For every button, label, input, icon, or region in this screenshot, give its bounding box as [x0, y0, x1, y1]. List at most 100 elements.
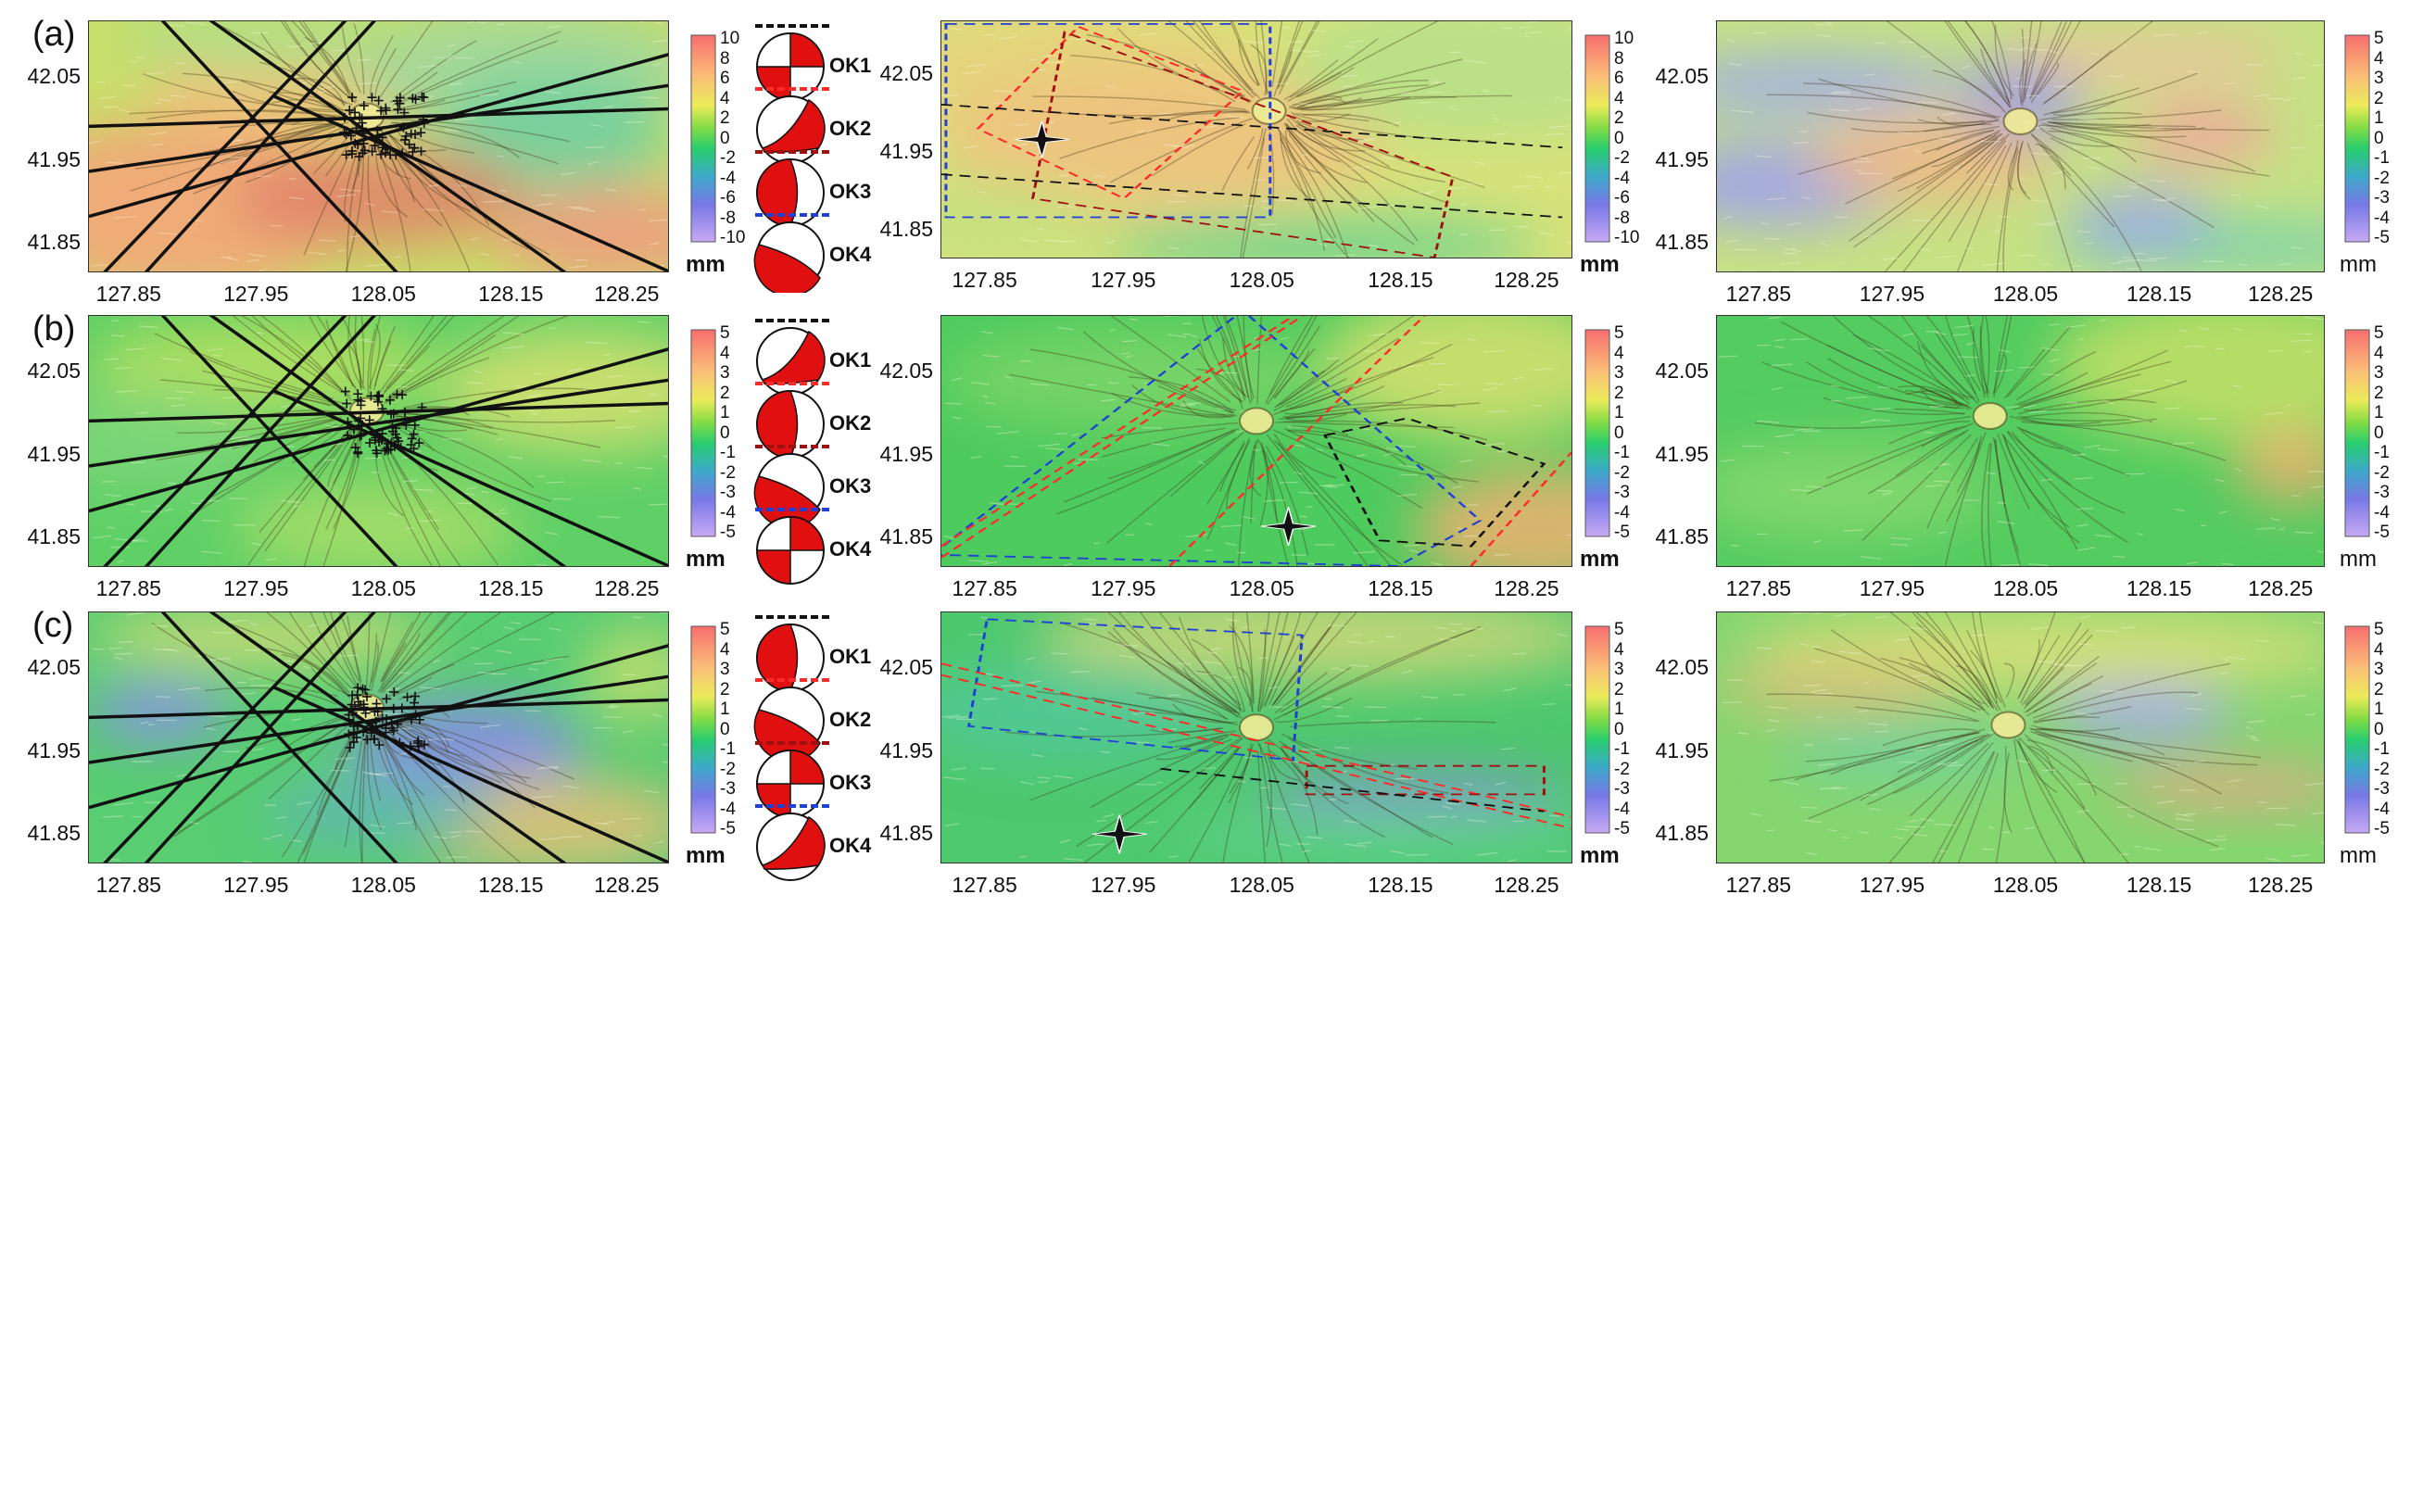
epicenter-marker — [413, 736, 423, 746]
colorbar-tick-label: 2 — [2374, 88, 2384, 108]
epicenter-marker — [341, 130, 351, 140]
epicenter-marker — [399, 107, 410, 118]
longitude-tick-label: 128.15 — [2126, 576, 2192, 600]
latitude-tick-label: 41.95 — [879, 139, 933, 164]
epicenter-marker — [344, 729, 354, 739]
latitude-tick-label: 41.85 — [879, 523, 933, 548]
mechanism-label-ok1: OK1 — [829, 54, 872, 77]
epicenter-marker — [353, 448, 363, 459]
epicenter-marker — [409, 429, 419, 439]
panel-row-label: (b) — [32, 309, 76, 348]
epicenter-marker — [388, 703, 398, 713]
anomaly-blob — [1777, 720, 2021, 780]
legend-dash-ok4 — [755, 508, 829, 511]
map-panel-left — [88, 611, 669, 863]
colorbar-tick-label: 5 — [2374, 323, 2384, 343]
caldera — [1972, 402, 2008, 430]
colorbar-tick-label: 5 — [1614, 323, 1624, 343]
colorbar-tick-label: -1 — [720, 739, 736, 759]
focal-mechanism-beachball — [753, 453, 825, 524]
colorbar-tick-label: 3 — [1614, 660, 1624, 679]
epicenter-marker — [392, 433, 402, 443]
longitude-tick-label: 127.95 — [223, 576, 289, 600]
colorbar-tick-label: -5 — [2374, 819, 2390, 838]
epicenter-marker — [344, 710, 354, 720]
latitude-tick-label: 42.05 — [879, 655, 933, 680]
colorbar-tick-label: -1 — [2374, 148, 2390, 168]
latitude-tick-label: 42.05 — [27, 359, 81, 384]
anomaly-blob — [2232, 428, 2324, 504]
colorbar-tick-label: 2 — [1614, 108, 1624, 128]
epicenter-marker — [372, 446, 382, 456]
colorbar-tick-label: -5 — [1614, 819, 1630, 838]
colorbar-tick-label: -2 — [2374, 462, 2390, 483]
colorbar-tick-label: 5 — [1614, 620, 1624, 639]
focal-mechanism-beachball — [756, 516, 825, 585]
anomaly-blob — [436, 328, 668, 454]
fault-line — [273, 94, 668, 271]
fault-line — [160, 21, 398, 271]
colorbar-tick-label: -5 — [720, 523, 736, 542]
colorbar-tick-label: 5 — [2374, 29, 2384, 48]
latitude-tick-label: 41.95 — [27, 146, 81, 171]
map-canvas — [941, 612, 1571, 863]
beachball-compression-quadrant — [753, 709, 821, 758]
colorbar-tick-label: 4 — [1614, 639, 1624, 660]
epicenter-marker — [359, 702, 369, 712]
colorbar-unit-label: mm — [1580, 843, 1620, 868]
colorbar-unit-label: mm — [686, 252, 726, 277]
colorbar-tick-label: -4 — [720, 168, 736, 188]
mechanism-label-ok2: OK2 — [829, 117, 872, 140]
epicenter-marker — [343, 417, 353, 427]
ok4-fault-outline — [944, 23, 1272, 219]
longitude-tick-label: 128.05 — [350, 576, 416, 600]
map-panel-right — [1716, 611, 2325, 863]
epicenter-marker — [355, 112, 365, 122]
map-panel-right — [1716, 315, 2325, 567]
colorbar-tick-label: -1 — [1614, 739, 1630, 759]
colorbar-tick-label: 0 — [720, 719, 730, 739]
latitude-tick-label: 41.95 — [1655, 441, 1709, 466]
legend-dash-ok1 — [755, 319, 829, 322]
epicenter-marker — [372, 125, 383, 135]
longitude-tick-label: 128.25 — [1494, 873, 1559, 897]
colorbar-tick-label: 2 — [2374, 383, 2384, 403]
colorbar-tick-label: 1 — [720, 699, 730, 719]
colorbar-tick-label: 2 — [720, 383, 730, 403]
terrain-relief — [943, 316, 1571, 566]
colorbar-tick-label: 8 — [720, 48, 730, 69]
colorbar-tick-label: 5 — [2374, 620, 2384, 639]
longitude-tick-label: 127.95 — [223, 282, 289, 306]
epicenter-marker — [404, 139, 414, 149]
colorbar-tick-label: -2 — [1614, 759, 1630, 779]
epicenter-marker — [417, 402, 427, 412]
colorbar-tick-label: 5 — [720, 620, 730, 639]
focal-mechanism-beachball — [756, 95, 826, 164]
epicenter-marker — [365, 721, 375, 731]
colorbar-tick-label: -3 — [1614, 483, 1630, 502]
epicenter-marker — [419, 118, 429, 128]
colorbar-unit-label: mm — [1580, 252, 1620, 277]
latitude-tick-label: 41.95 — [879, 737, 933, 762]
epicenter-marker — [347, 708, 358, 718]
model-fault-overlays — [941, 316, 1571, 566]
epicenter-marker — [364, 415, 374, 425]
longitude-tick-label: 128.05 — [1229, 873, 1294, 897]
legend-dash-ok3 — [755, 150, 829, 154]
epicenter-marker — [350, 443, 360, 453]
colorbar-gradient — [1584, 625, 1610, 834]
anomaly-blob — [118, 21, 408, 71]
colorbar-tick-label: -5 — [2374, 523, 2390, 542]
epicenter-marker — [347, 690, 358, 700]
longitude-tick-label: 127.95 — [1859, 873, 1925, 897]
epicenter-marker — [370, 435, 380, 446]
epicenter-marker — [360, 708, 371, 718]
colorbar-tick-label: -4 — [1614, 799, 1630, 819]
epicenter-marker — [369, 734, 379, 744]
legend-dash-ok4 — [755, 804, 829, 808]
anomaly-blob — [349, 699, 582, 800]
colorbar-gradient — [2344, 625, 2370, 834]
colorbar-tick-label: -6 — [720, 188, 736, 208]
colorbar — [2344, 329, 2370, 537]
colorbar-tick-label: 3 — [1614, 363, 1624, 383]
